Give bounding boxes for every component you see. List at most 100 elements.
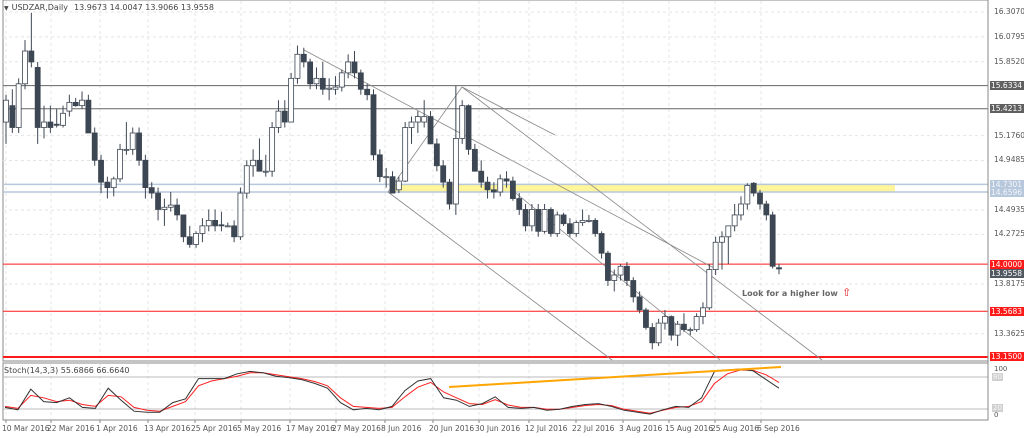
bull-candle (294, 53, 301, 79)
price-tag-gray: 15.6334 (990, 81, 1024, 91)
bull-candle (205, 219, 212, 227)
bear-candle (186, 236, 193, 245)
bear-candle (218, 224, 225, 227)
price-tag-blue: 14.7301 (990, 179, 1024, 189)
bull-candle (117, 148, 123, 180)
bull-candle (129, 132, 136, 150)
bear-candle (681, 323, 687, 331)
bear-candle (769, 214, 776, 267)
date-label: 27 May 2016 (332, 424, 381, 433)
channel-line-lower (387, 191, 613, 361)
bull-candle (497, 178, 504, 193)
bear-candle (142, 159, 149, 189)
bear-candle (560, 214, 567, 225)
price-tag-gray: 15.4213 (990, 104, 1024, 114)
bull-candle (313, 77, 320, 85)
price-tick-label: 16.3070 (994, 7, 1024, 16)
bear-candle (598, 233, 605, 254)
price-tick-label: 13.8175 (994, 279, 1024, 289)
bear-candle (148, 187, 155, 194)
bear-candle (649, 327, 656, 344)
stoch-level-0: 0 (994, 411, 999, 419)
chart-title: ▼ USDZAR,Daily 13.9673 14.0047 13.9066 13.… (4, 3, 214, 12)
bear-candle (85, 99, 92, 134)
bear-candle (136, 132, 142, 161)
bear-candle (440, 165, 447, 183)
bear-candle (509, 180, 516, 199)
bull-candle (237, 192, 244, 238)
bear-candle (471, 148, 478, 172)
date-label: 30 Jun 2016 (475, 424, 521, 433)
channel2-line-upper (461, 86, 823, 361)
bull-candle (395, 180, 402, 191)
bear-candle (231, 225, 237, 238)
date-label: 17 May 2016 (286, 424, 335, 433)
bull-candle (674, 323, 681, 336)
bear-candle (643, 309, 649, 328)
bull-candle (269, 127, 276, 172)
bear-candle (91, 132, 98, 161)
date-label: 1 Apr 2016 (96, 424, 138, 433)
bull-candle (687, 329, 694, 332)
bear-candle (370, 94, 377, 156)
bear-candle (180, 214, 187, 238)
bull-candle (738, 203, 744, 216)
bull-candle (161, 206, 168, 210)
stoch-trendline (448, 366, 782, 388)
channel-line-upper (303, 49, 715, 269)
bull-candle (744, 185, 751, 205)
bull-candle (414, 116, 421, 123)
stoch-signal-line (4, 369, 780, 414)
bull-candle (250, 159, 257, 167)
stoch-level-100: 100 (994, 365, 1008, 373)
price-tag-dark: 13.9558 (990, 268, 1024, 278)
bull-candle (452, 138, 459, 205)
date-label: 3 Aug 2016 (619, 424, 663, 433)
bear-candle (605, 252, 611, 281)
bull-candle (731, 214, 738, 227)
price-tick-label: 15.1760 (994, 130, 1024, 140)
bull-candle (579, 219, 586, 223)
dropdown-arrow-icon[interactable]: ▼ (4, 5, 9, 12)
date-label: 22 Jul 2016 (572, 424, 615, 433)
price-tag-red: 13.5683 (990, 306, 1024, 316)
bull-candle (345, 61, 352, 74)
annotation-text[interactable]: Look for a higher low (742, 289, 838, 298)
bull-candle (528, 209, 535, 227)
bull-candle (662, 316, 668, 324)
bear-candle (478, 170, 485, 183)
bear-candle (548, 209, 554, 234)
bull-candle (421, 116, 428, 123)
bull-candle (655, 322, 662, 344)
price-tick-label: 14.2725 (994, 229, 1024, 239)
bear-candle (522, 209, 529, 227)
bear-candle (636, 296, 643, 311)
bear-candle (98, 159, 104, 183)
bear-candle (503, 178, 510, 182)
date-label: 25 Aug 2016 (711, 424, 760, 433)
bull-candle (402, 127, 409, 182)
bear-candle (433, 143, 440, 167)
bear-candle (307, 61, 314, 85)
date-label: 5 May 2016 (237, 424, 282, 433)
bear-candle (53, 123, 60, 126)
bear-candle (47, 121, 54, 128)
bear-candle (72, 101, 79, 107)
stochastic-pane-frame (2, 362, 989, 421)
stoch-level-20: 20 (992, 404, 1003, 412)
supply-zone (390, 184, 895, 193)
price-tick-label: 15.8520 (994, 56, 1024, 66)
bull-candle (110, 178, 117, 189)
bear-candle (351, 61, 358, 74)
up-arrow-icon[interactable]: ⇧ (842, 286, 852, 299)
stoch-level-80: 80 (992, 373, 1003, 381)
bear-candle (624, 265, 630, 281)
ohlc-values: 13.9673 14.0047 13.9066 13.9558 (74, 3, 214, 12)
price-tick-label: 14.4935 (994, 205, 1024, 215)
date-label: 6 Sep 2016 (757, 424, 800, 433)
bear-candle (516, 198, 523, 210)
price-tag-red: 13.1500 (990, 352, 1024, 362)
price-tag-blue: 14.6596 (990, 187, 1024, 197)
